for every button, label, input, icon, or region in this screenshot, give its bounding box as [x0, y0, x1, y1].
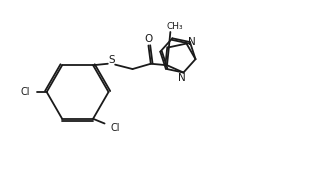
Text: N: N [178, 73, 186, 83]
Text: O: O [144, 34, 153, 44]
Text: N: N [188, 37, 195, 47]
Text: CH₃: CH₃ [166, 22, 183, 31]
Text: S: S [108, 55, 114, 65]
Text: Cl: Cl [21, 87, 30, 97]
Text: Cl: Cl [111, 123, 120, 133]
